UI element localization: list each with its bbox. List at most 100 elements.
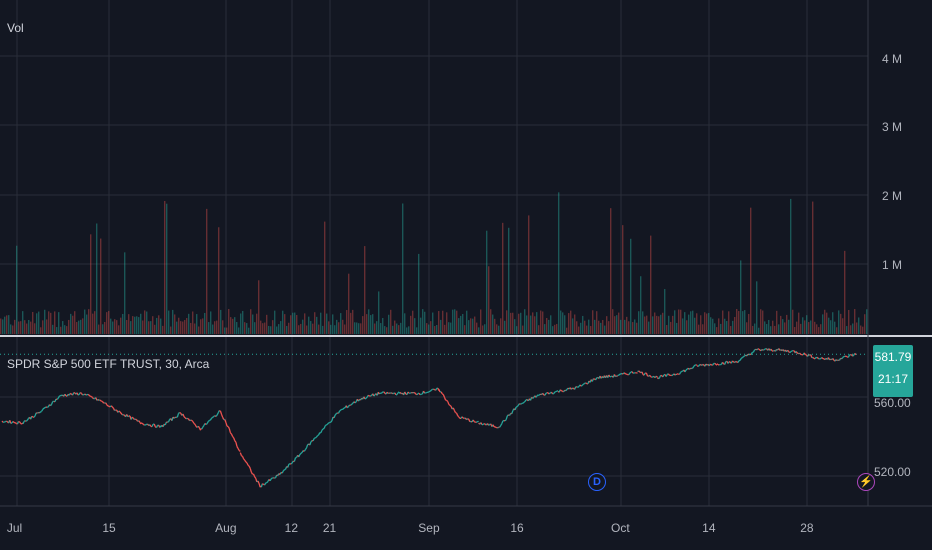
volume-bar — [68, 319, 70, 334]
volume-bar — [80, 319, 82, 334]
volume-bar — [438, 311, 440, 334]
volume-bar — [206, 208, 208, 334]
price-segment — [45, 406, 48, 409]
volume-bar — [8, 315, 10, 334]
price-segment — [584, 382, 587, 385]
volume-bar — [358, 323, 360, 334]
volume-bar — [678, 309, 680, 334]
volume-bar — [210, 311, 212, 334]
volume-bar — [246, 323, 248, 334]
volume-bar — [544, 324, 546, 334]
volume-bar — [332, 314, 334, 334]
volume-bar — [736, 308, 738, 334]
volume-bar — [820, 324, 822, 334]
price-segment — [291, 460, 294, 464]
price-segment — [639, 371, 642, 374]
price-segment — [137, 420, 140, 422]
price-segment — [838, 358, 842, 361]
volume-bar — [252, 314, 254, 334]
volume-bar — [396, 323, 398, 334]
volume-bar — [836, 327, 838, 334]
price-segment — [14, 422, 17, 425]
volume-bar — [772, 320, 774, 334]
price-segment — [307, 443, 310, 446]
price-segment — [565, 388, 568, 392]
volume-bar — [446, 312, 448, 334]
price-segment — [706, 363, 709, 366]
price-segment — [153, 423, 156, 428]
time-tick-label: Sep — [418, 521, 440, 535]
volume-bar — [526, 315, 528, 334]
volume-bar — [34, 323, 36, 334]
price-segment — [339, 409, 342, 412]
price-segment — [337, 410, 341, 414]
volume-bar — [604, 325, 606, 334]
price-segment — [96, 399, 99, 401]
volume-bar — [652, 316, 654, 334]
volume-bar — [354, 322, 356, 334]
price-segment — [774, 348, 778, 352]
price-segment — [239, 452, 243, 456]
volume-bar — [342, 319, 344, 334]
price-segment — [189, 419, 191, 422]
price-segment — [303, 449, 306, 452]
event-bolt-icon[interactable]: ⚡ — [857, 473, 875, 491]
price-segment — [732, 360, 734, 363]
volume-bar — [0, 318, 2, 334]
price-segment — [536, 394, 539, 397]
volume-bar — [320, 312, 322, 334]
price-segment — [211, 416, 214, 419]
volume-bar — [146, 311, 148, 334]
price-segment — [151, 423, 154, 427]
price-segment — [33, 415, 36, 418]
price-segment — [320, 429, 323, 434]
volume-bar — [776, 310, 778, 334]
volume-bar — [164, 200, 166, 334]
price-segment — [649, 374, 652, 378]
volume-bar — [394, 320, 396, 334]
price-segment — [12, 420, 15, 423]
price-segment — [88, 394, 91, 397]
volume-bar — [680, 309, 682, 334]
dividend-marker[interactable]: D — [588, 473, 606, 491]
price-segment — [314, 436, 317, 439]
price-segment — [671, 374, 674, 377]
price-segment — [506, 414, 509, 417]
volume-bar — [42, 320, 44, 334]
price-segment — [438, 389, 441, 393]
price-segment — [241, 456, 245, 460]
price-segment — [466, 418, 469, 421]
volume-bar — [522, 325, 524, 334]
price-segment — [350, 403, 353, 406]
price-segment — [83, 393, 86, 396]
price-segment — [386, 391, 389, 394]
volume-bar — [248, 327, 250, 334]
volume-bar — [442, 310, 444, 334]
price-segment — [123, 414, 125, 416]
price-segment — [500, 423, 503, 426]
volume-bar — [186, 318, 188, 334]
price-segment — [816, 356, 818, 359]
volume-bar — [198, 326, 200, 334]
price-segment — [760, 349, 763, 352]
price-segment — [404, 391, 407, 395]
volume-bar — [666, 325, 668, 334]
volume-bar — [352, 309, 354, 334]
volume-bar — [682, 318, 684, 334]
price-segment — [461, 416, 464, 419]
price-segment — [56, 397, 59, 400]
volume-bar — [400, 322, 402, 334]
price-segment — [373, 394, 376, 397]
volume-bar — [510, 312, 512, 334]
volume-bar — [472, 318, 474, 334]
volume-bar — [552, 326, 554, 334]
price-segment — [684, 369, 687, 373]
volume-bar — [324, 221, 326, 334]
price-segment — [674, 373, 677, 376]
price-segment — [41, 408, 44, 412]
volume-bar — [734, 316, 736, 334]
volume-bar — [582, 315, 584, 334]
price-segment — [678, 372, 682, 375]
